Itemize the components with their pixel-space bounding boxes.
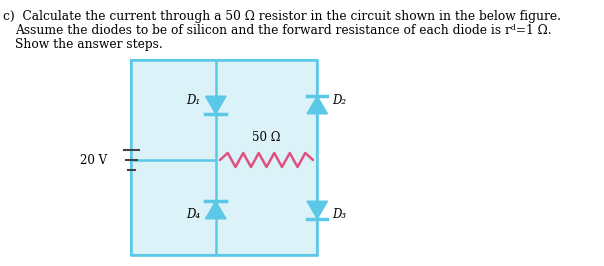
Bar xyxy=(131,60,317,255)
Text: Assume the diodes to be of silicon and the forward resistance of each diode is r: Assume the diodes to be of silicon and t… xyxy=(15,24,552,37)
Text: 20 V: 20 V xyxy=(80,153,108,167)
Text: D₄: D₄ xyxy=(187,209,201,222)
Text: c)  Calculate the current through a 50 Ω resistor in the circuit shown in the be: c) Calculate the current through a 50 Ω … xyxy=(4,10,561,23)
Text: Show the answer steps.: Show the answer steps. xyxy=(15,38,163,51)
Polygon shape xyxy=(307,201,327,219)
Polygon shape xyxy=(205,96,226,114)
Text: 50 Ω: 50 Ω xyxy=(252,131,281,144)
Text: D₃: D₃ xyxy=(332,209,347,222)
Polygon shape xyxy=(205,201,226,219)
Text: D₁: D₁ xyxy=(187,94,201,106)
Text: D₂: D₂ xyxy=(332,94,347,106)
Polygon shape xyxy=(307,96,327,114)
